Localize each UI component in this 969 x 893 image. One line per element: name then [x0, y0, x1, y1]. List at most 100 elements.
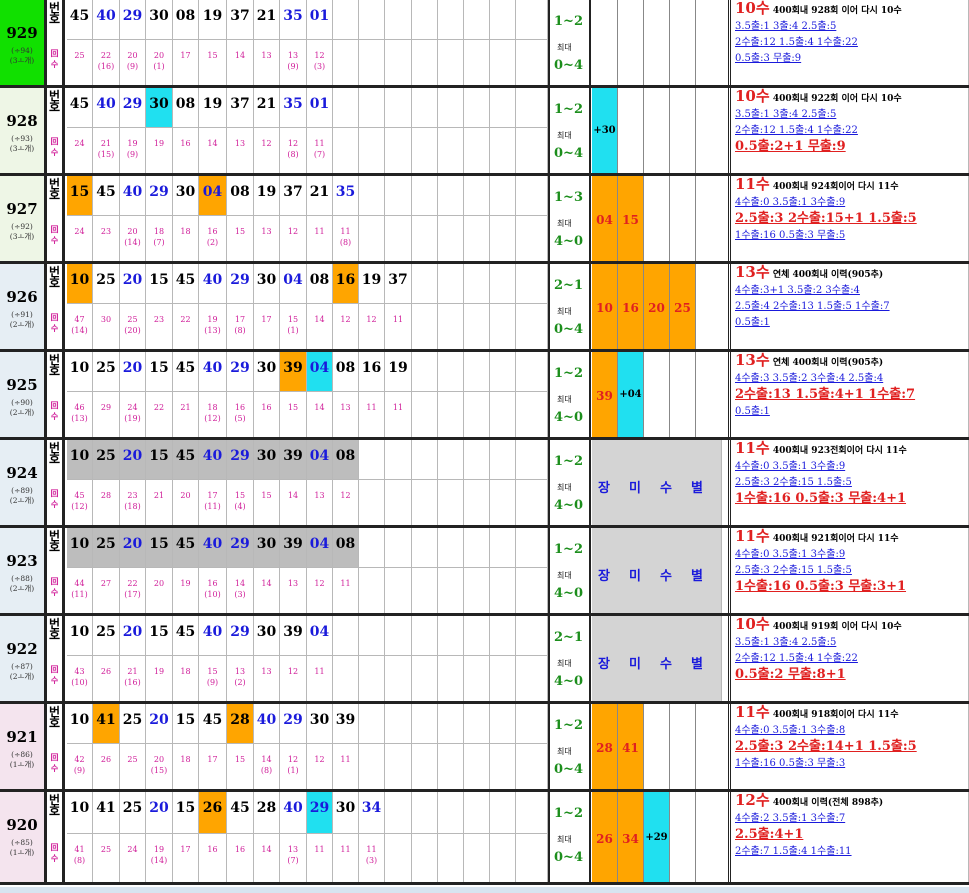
ball-number-cell	[412, 616, 438, 656]
ball-number-cell: 39	[280, 352, 307, 392]
draw-sub-label: (÷91) (2ㅗ개)	[9, 310, 35, 329]
ball-number-cell: 10	[67, 616, 93, 656]
ball-count-cell: 30	[93, 303, 120, 349]
extra-number-cell: 10	[592, 264, 618, 349]
ball-number-cell: 20	[146, 704, 173, 744]
ball-number-cell: 04	[199, 176, 227, 216]
ball-number-cell: 37	[385, 264, 412, 304]
ball-number-cell: 30	[146, 0, 173, 40]
ball-count-cell: 21	[146, 479, 173, 525]
ball-count-cell: 15 (1)	[280, 303, 307, 349]
ball-count-cell: 13	[307, 479, 333, 525]
ball-number-cell: 40	[93, 0, 120, 40]
ball-number-cell	[359, 616, 385, 656]
draw-number: 922	[6, 640, 38, 658]
ball-number-cell: 25	[120, 704, 146, 744]
extra-number-cell: 04	[592, 176, 618, 261]
ball-number-cell	[385, 792, 412, 835]
ball-number-cell: 16	[359, 352, 385, 392]
ball-count-cell: 24	[120, 834, 146, 882]
ball-number-cell: 40	[199, 264, 227, 304]
number-label: 번 호	[47, 528, 65, 568]
ball-count-cell: 13	[333, 391, 359, 437]
ball-count-cell: 29	[93, 391, 120, 437]
extra-number-cell	[644, 88, 670, 173]
ball-number-cell: 45	[173, 264, 199, 304]
ball-count-cell	[359, 215, 385, 261]
ball-count-cell: 19 (9)	[120, 127, 146, 173]
ball-count-cell	[516, 743, 548, 789]
stat-cell: 1~2 최대 0~4	[548, 0, 591, 85]
extra-number-cell: +30	[592, 88, 618, 173]
ball-number-cell: 30	[254, 528, 280, 568]
ball-count-cell	[516, 215, 548, 261]
notes-cell: 13수 연체 400회내 이력(905추) 4수출:3 3.5출:2 3수출:4 …	[728, 352, 969, 437]
ball-count-cell: 18 (12)	[199, 391, 227, 437]
horizontal-scrollbar[interactable]	[0, 887, 969, 893]
ball-number-cell	[464, 88, 490, 128]
ball-count-cell: 13	[254, 215, 280, 261]
ball-count-cell	[412, 127, 438, 173]
ball-count-cell: 16	[254, 391, 280, 437]
draw-number: 923	[6, 552, 38, 570]
extra-number-cell	[618, 0, 644, 85]
ball-number-cell	[412, 352, 438, 392]
count-label: 回 수	[47, 567, 65, 613]
ball-count-cell: 14	[280, 479, 307, 525]
ball-number-cell: 21	[307, 176, 333, 216]
ball-count-cell: 12	[333, 303, 359, 349]
ball-number-cell: 19	[359, 264, 385, 304]
extra-number-cell: 34	[618, 792, 644, 882]
ball-count-cell: 20 (14)	[120, 215, 146, 261]
extra-number-cell: 39	[592, 352, 618, 437]
stat-cell: 1~2 최대 0~4	[548, 704, 591, 789]
ball-count-cell: 13 (7)	[280, 834, 307, 882]
ball-count-cell: 16	[173, 127, 199, 173]
ball-number-cell: 45	[227, 792, 254, 835]
ball-count-cell	[359, 479, 385, 525]
ball-count-cell: 14	[307, 303, 333, 349]
ball-number-cell	[490, 704, 516, 744]
ball-count-cell	[385, 743, 412, 789]
ball-count-cell	[464, 303, 490, 349]
count-label: 回 수	[47, 303, 65, 349]
notes-cell: 11수 400회내 924회이어 다시 11수 4수출:0 3.5출:1 3수출:…	[728, 176, 969, 261]
ball-number-cell: 01	[307, 0, 333, 40]
ball-number-cell: 40	[199, 352, 227, 392]
ball-number-cell: 29	[307, 792, 333, 835]
ball-count-cell: 14	[254, 834, 280, 882]
ball-number-cell: 25	[93, 616, 120, 656]
extra-number-cell	[644, 176, 670, 261]
ball-number-cell: 04	[307, 616, 333, 656]
ball-count-cell: 16 (5)	[227, 391, 254, 437]
ball-number-cell: 29	[227, 440, 254, 480]
ball-count-cell: 15	[254, 479, 280, 525]
ball-count-cell: 15 (9)	[199, 655, 227, 701]
ball-count-cell: 13	[227, 127, 254, 173]
ball-count-cell: 25	[120, 743, 146, 789]
ball-number-cell: 25	[93, 440, 120, 480]
ball-count-cell	[438, 655, 464, 701]
ball-count-cell	[490, 479, 516, 525]
ball-number-cell	[464, 704, 490, 744]
ball-number-cell: 41	[93, 704, 120, 744]
ball-number-cell: 15	[67, 176, 93, 216]
ball-number-cell	[412, 88, 438, 128]
stat-cell: 2~1 최대 4~0	[548, 616, 591, 701]
extra-number-cell: 26	[592, 792, 618, 882]
ball-count-cell	[490, 567, 516, 613]
ball-number-cell: 15	[146, 352, 173, 392]
ball-count-cell: 17 (8)	[227, 303, 254, 349]
extra-number-cell: +04	[618, 352, 644, 437]
ball-number-cell	[464, 352, 490, 392]
ball-number-cell	[490, 264, 516, 304]
ball-number-cell	[385, 528, 412, 568]
ball-count-cell	[333, 39, 359, 85]
count-label: 回 수	[47, 39, 65, 85]
ball-number-cell: 10	[67, 792, 93, 835]
ball-count-cell: 14	[199, 127, 227, 173]
ball-number-cell	[490, 616, 516, 656]
ball-count-cell: 16 (10)	[199, 567, 227, 613]
